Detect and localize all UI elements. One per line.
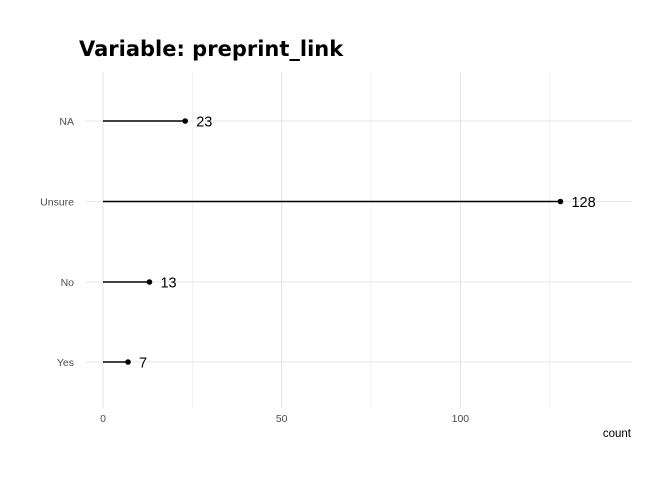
y-tick-label: Unsure bbox=[40, 196, 74, 208]
x-axis-tick-labels: 0 50 100 bbox=[100, 413, 469, 425]
data-label: 128 bbox=[571, 195, 595, 211]
lollipop-point bbox=[146, 279, 153, 285]
data-label: 23 bbox=[196, 115, 212, 131]
y-tick-label: Yes bbox=[57, 357, 74, 369]
lollipop-point bbox=[557, 198, 564, 205]
data-label: 13 bbox=[160, 276, 176, 292]
x-tick-label: 50 bbox=[276, 413, 288, 425]
lollipop-point bbox=[125, 359, 131, 365]
lollipop-point bbox=[182, 118, 189, 124]
y-tick-label: No bbox=[61, 277, 75, 289]
x-tick-label: 0 bbox=[100, 413, 106, 425]
y-axis-tick-labels: NA Unsure No Yes bbox=[40, 116, 74, 369]
lollipop-marks: 23 128 13 7 bbox=[103, 115, 596, 372]
data-label: 7 bbox=[139, 356, 147, 372]
x-axis-title: count bbox=[603, 428, 632, 440]
grid-lines bbox=[86, 72, 632, 408]
chart-title: Variable: preprint_link bbox=[79, 37, 344, 61]
x-tick-label: 100 bbox=[452, 413, 470, 425]
y-tick-label: NA bbox=[59, 116, 74, 128]
